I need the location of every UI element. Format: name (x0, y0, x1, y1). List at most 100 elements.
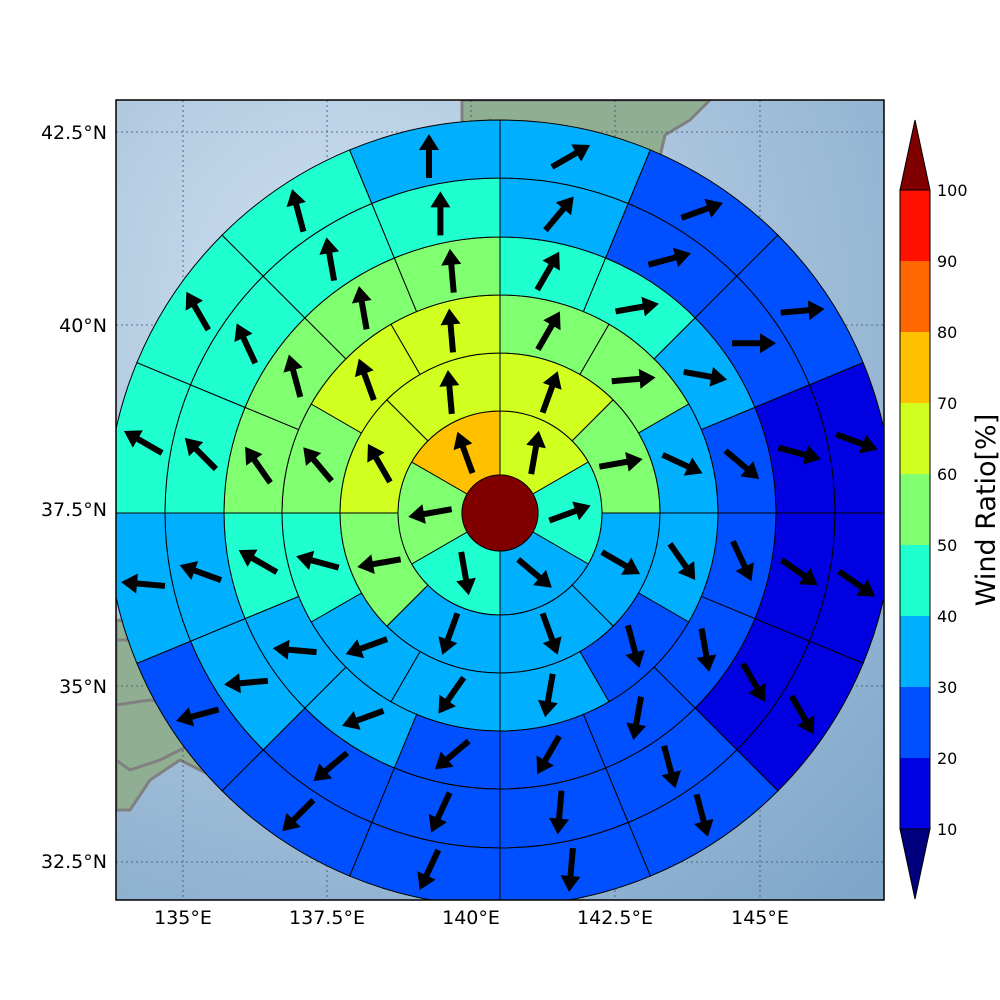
wind-arrow (539, 612, 562, 655)
wind-arrow (438, 675, 467, 714)
wind-arrow (661, 452, 703, 476)
wind-arrow (313, 750, 350, 782)
wind-arrow (418, 133, 439, 178)
colorbar-tick-label: 30 (937, 678, 957, 697)
map-frame (115, 99, 885, 901)
wind-arrow (780, 300, 825, 321)
wind-arrow (430, 191, 451, 236)
wind-arrow (351, 285, 372, 330)
colorbar-tick-label: 10 (937, 820, 957, 839)
wind-arrow (683, 366, 728, 387)
wind-arrow (723, 448, 760, 479)
wind-arrow (345, 636, 389, 659)
wind-arrow (282, 797, 316, 832)
lon-tick-label: 145°E (731, 907, 789, 929)
wind-arrow (428, 791, 453, 833)
wind-arrow (184, 437, 219, 472)
colorbar-outline (899, 189, 931, 830)
wind-arrow (777, 444, 821, 465)
wind-arrow (535, 311, 561, 351)
colorbar-bin (900, 545, 930, 616)
colorbar-tick-label: 70 (937, 394, 957, 413)
lon-tick-label: 135°E (154, 907, 212, 929)
wind-sector (499, 821, 652, 900)
wind-arrow (123, 430, 164, 456)
wind-arrow (283, 354, 304, 398)
wind-arrow (667, 542, 696, 580)
wind-arrow (179, 561, 223, 583)
wind-arrow (560, 847, 581, 892)
wind-arrow (539, 371, 562, 414)
lon-tick-label: 142.5°E (577, 907, 653, 929)
wind-arrow (550, 144, 591, 170)
wind-arrow (342, 708, 385, 730)
storm-eye (461, 474, 539, 552)
colorbar-tick-label: 90 (937, 252, 957, 271)
colorbar-tick-label: 50 (937, 536, 957, 555)
colorbar-tick-label: 100 (937, 181, 968, 200)
wind-arrow (647, 247, 691, 268)
wind-arrow (296, 550, 340, 571)
wind-arrow (536, 734, 562, 775)
wind-arrow (272, 639, 317, 660)
lon-tick-label: 140°E (442, 907, 500, 929)
wind-arrow (626, 696, 647, 741)
wind-arrow (245, 446, 273, 485)
wind-arrow (224, 673, 269, 694)
wind-arrow (121, 573, 166, 594)
lat-tick-label: 42.5°N (41, 122, 107, 144)
wind-arrow (740, 662, 766, 702)
wind-arrow (534, 251, 560, 292)
lat-tick-label: 37.5°N (41, 499, 107, 521)
wind-arrow (303, 447, 334, 483)
lat-tick-label: 35°N (59, 676, 107, 698)
wind-arrow (516, 557, 552, 588)
colorbar-tick-label: 60 (937, 465, 957, 484)
colorbar-under-extension (899, 828, 931, 900)
wind-arrow (549, 790, 570, 835)
colorbar-tick-label: 80 (937, 323, 957, 342)
colorbar-bin (900, 758, 930, 829)
colorbar-over-extension (899, 119, 931, 191)
colorbar: 10 20 30 40 50 60 70 80 90 100 Wind Ratio[%] (899, 119, 1000, 900)
latitude-tick-labels: 32.5°N 35°N 37.5°N 40°N 42.5°N (41, 122, 107, 873)
wind-sector (116, 512, 192, 665)
wind-arrow (696, 628, 717, 672)
wind-arrow (286, 189, 307, 233)
wind-arrow (598, 451, 643, 472)
wind-arrow (615, 296, 659, 317)
wind-arrow (367, 443, 393, 484)
longitude-tick-labels: 135°E 137.5°E 140°E 142.5°E 145°E (154, 907, 789, 929)
wind-arrow (238, 549, 279, 575)
wind-arrow (456, 551, 476, 596)
colorbar-bin (900, 261, 930, 332)
wind-arrow (319, 237, 340, 282)
wind-arrow (526, 430, 546, 475)
colorbar-bin (900, 403, 930, 474)
wind-arrow (408, 504, 453, 524)
wind-arrows (121, 133, 878, 892)
colorbar-tick-label: 20 (937, 749, 957, 768)
colorbar-bin (900, 332, 930, 403)
wind-arrow (611, 368, 656, 389)
wind-arrow (185, 291, 211, 332)
colorbar-bin (900, 687, 930, 758)
colorbar-bin (900, 474, 930, 545)
lat-tick-label: 40°N (59, 315, 107, 337)
wind-arrow (730, 539, 754, 582)
wind-arrow (453, 431, 476, 475)
wind-arrow (176, 706, 220, 727)
wind-arrow (837, 568, 876, 597)
wind-arrow (600, 549, 641, 575)
lon-tick-label: 137.5°E (289, 907, 365, 929)
colorbar-bin (900, 190, 930, 261)
wind-arrow (779, 557, 818, 586)
wind-arrow (234, 323, 259, 365)
colorbar-tick-label: 40 (937, 607, 957, 626)
wind-arrow (789, 694, 815, 735)
wind-arrow (625, 624, 645, 668)
wind-arrow (835, 431, 878, 454)
wind-arrow (543, 196, 574, 233)
wind-arrow (548, 501, 591, 524)
